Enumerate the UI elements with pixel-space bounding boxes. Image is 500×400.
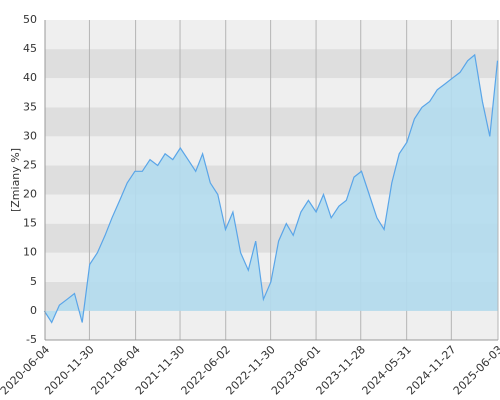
line — [43, 53, 499, 324]
y-tick-label: 40 — [23, 71, 37, 84]
y-tick-label: 5 — [30, 275, 37, 288]
y-tick-label: 30 — [23, 129, 37, 142]
y-tick-label: 35 — [23, 100, 37, 113]
band — [45, 20, 498, 50]
x-tick-label: 2025-06-03 — [451, 343, 500, 397]
area — [44, 54, 498, 323]
y-tick-label: 50 — [23, 13, 37, 26]
band — [45, 310, 498, 340]
band — [45, 78, 498, 108]
y-tick-label: 0 — [30, 304, 37, 317]
y-tick-label: 45 — [23, 42, 37, 55]
y-tick-label: 25 — [23, 158, 37, 171]
y-tick-label: -5 — [26, 333, 37, 346]
y-tick-label: 10 — [23, 246, 37, 259]
y-tick-label: 20 — [23, 188, 37, 201]
y-tick-label: 15 — [23, 217, 37, 230]
band — [45, 49, 498, 79]
y-axis-label: [Zmiany %] — [9, 148, 22, 212]
